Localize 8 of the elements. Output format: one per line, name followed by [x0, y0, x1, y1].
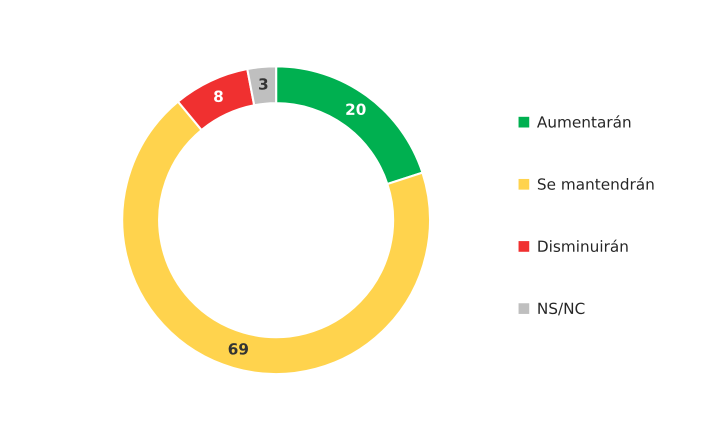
- data-label: 3: [259, 78, 268, 90]
- legend-label: NS/NC: [538, 302, 584, 316]
- legend-label: Aumentarán: [536, 115, 630, 128]
- legend-label: Se mantendrán: [538, 177, 654, 190]
- data-label: 20: [346, 104, 366, 116]
- legend-label: Disminuirán: [538, 240, 628, 252]
- data-label: 69: [228, 343, 248, 355]
- data-label: 8: [214, 90, 223, 102]
